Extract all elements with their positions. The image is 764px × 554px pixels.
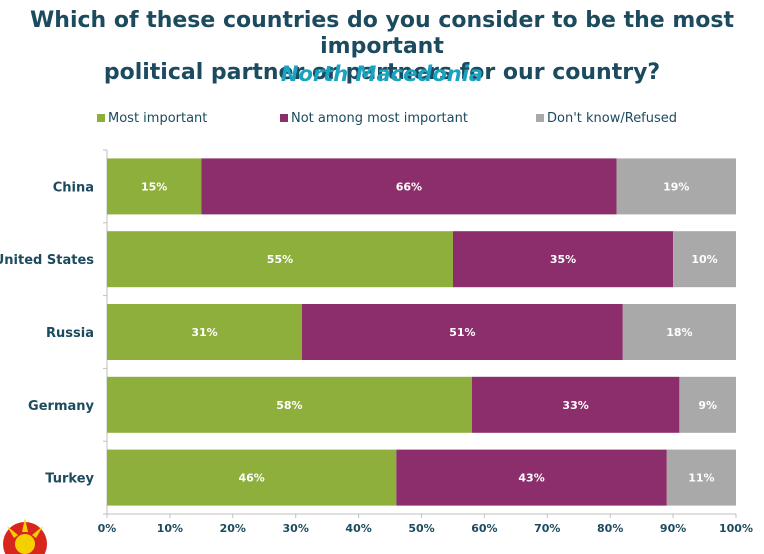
data-label-russia-most-important: 31% (191, 326, 217, 339)
legend-item-dont-know: Don't know/Refused (536, 110, 678, 126)
bar-russia-most-important (107, 304, 302, 360)
bar-turkey-not-among-most-important (396, 449, 667, 506)
bar-russia-not-among-most-important (301, 304, 623, 360)
data-label-china-most-important: 15% (141, 180, 167, 193)
data-label-china-not-among-most-important: 66% (396, 180, 422, 193)
category-label-china: China (53, 180, 94, 195)
chart-title: Which of these countries do you consider… (0, 8, 764, 86)
x-tick-label: 20% (220, 522, 246, 533)
x-tick-label: 60% (471, 522, 497, 533)
legend-item-not-among-most-important: Not among most important (280, 110, 468, 126)
bar-germany-not-among-most-important (471, 376, 680, 433)
legend-label-dont-know: Don't know/Refused (547, 110, 678, 126)
category-label-russia: Russia (46, 326, 94, 341)
chart-subtitle: North Macedonia (280, 62, 484, 86)
data-label-china-don-t-know-refused: 19% (663, 180, 689, 193)
legend-label-not-among-most-important: Not among most important (291, 110, 468, 126)
x-tick-label: 30% (283, 522, 309, 533)
data-label-germany-not-among-most-important: 33% (562, 399, 588, 412)
data-label-united-states-most-important: 55% (267, 253, 293, 266)
x-tick-label: 10% (157, 522, 183, 533)
x-tick-label: 70% (534, 522, 560, 533)
stacked-bar-chart: 0% 10% 20% 30% 40% 50% 60% 70% 80% 90% 100% China 15… (0, 149, 753, 533)
legend-swatch-most-important (97, 114, 105, 122)
data-label-turkey-don-t-know-refused: 11% (688, 472, 714, 485)
bar-united-states-most-important (107, 231, 453, 288)
data-label-germany-don-t-know-refused: 9% (698, 399, 717, 412)
legend-swatch-not-among-most-important (280, 114, 288, 122)
x-tick-label: 80% (597, 522, 623, 533)
category-label-turkey: Turkey (45, 472, 94, 487)
x-tick-label: 0% (98, 522, 117, 533)
data-label-united-states-don-t-know-refused: 10% (691, 253, 717, 266)
bar-germany-don-t-know-refused (679, 376, 736, 433)
legend-label-most-important: Most important (108, 110, 208, 126)
title-line-2: political partner or partners for our co… (103, 60, 661, 85)
bar-united-states-not-among-most-important (452, 231, 674, 288)
bar-turkey-most-important (107, 449, 397, 506)
legend-item-most-important: Most important (97, 110, 208, 126)
bar-china-not-among-most-important (201, 158, 617, 215)
data-label-russia-not-among-most-important: 51% (449, 326, 475, 339)
bar-turkey-don-t-know-refused (666, 449, 736, 506)
x-tick-label: 100% (719, 522, 753, 533)
x-tick-label: 90% (660, 522, 686, 533)
x-tick-label: 40% (345, 522, 371, 533)
bar-united-states-don-t-know-refused (673, 231, 736, 288)
bar-china-don-t-know-refused (616, 158, 736, 215)
bar-germany-most-important (107, 376, 472, 433)
data-label-united-states-not-among-most-important: 35% (550, 253, 576, 266)
bar-china-most-important (107, 158, 202, 215)
data-label-turkey-not-among-most-important: 43% (518, 472, 544, 485)
category-label-germany: Germany (28, 399, 94, 414)
x-tick-label: 50% (408, 522, 434, 533)
data-label-russia-don-t-know-refused: 18% (666, 326, 692, 339)
logo-sun-icon (3, 518, 47, 554)
data-label-germany-most-important: 58% (276, 399, 302, 412)
data-label-turkey-most-important: 46% (238, 472, 264, 485)
bar-russia-don-t-know-refused (622, 304, 736, 360)
title-line-1: Which of these countries do you consider… (30, 8, 734, 59)
legend-swatch-dont-know (536, 114, 544, 122)
category-label-united-states: United States (0, 253, 94, 268)
